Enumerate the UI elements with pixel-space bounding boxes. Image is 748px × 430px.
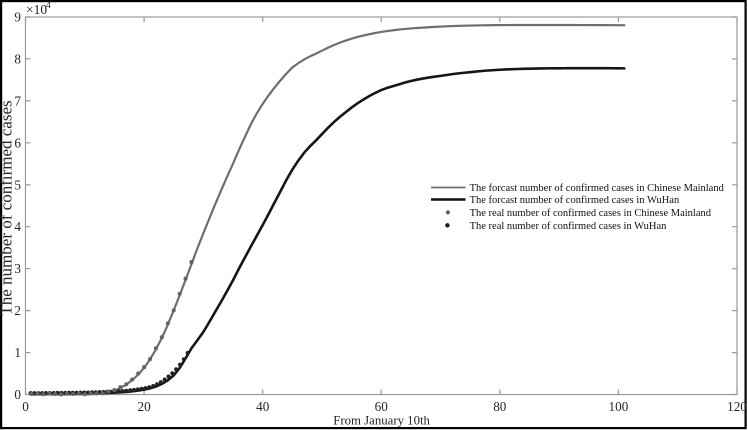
svg-text:The number of confirmed cases: The number of confirmed cases xyxy=(0,100,16,315)
svg-text:120: 120 xyxy=(727,399,747,414)
svg-text:4: 4 xyxy=(46,1,51,11)
svg-text:2: 2 xyxy=(14,303,21,318)
svg-text:The real number of confirmed c: The real number of confirmed cases in Ch… xyxy=(470,208,712,219)
svg-text:100: 100 xyxy=(609,399,629,414)
svg-text:The forcast number of confirme: The forcast number of confirmed cases in… xyxy=(470,183,725,194)
svg-text:×10: ×10 xyxy=(26,2,47,17)
svg-text:0: 0 xyxy=(14,387,21,402)
svg-text:60: 60 xyxy=(375,399,389,414)
svg-text:40: 40 xyxy=(256,399,270,414)
svg-text:6: 6 xyxy=(14,135,21,150)
svg-text:1: 1 xyxy=(14,345,21,360)
svg-text:0: 0 xyxy=(22,399,29,414)
svg-text:9: 9 xyxy=(14,10,21,25)
svg-text:80: 80 xyxy=(493,399,507,414)
svg-text:20: 20 xyxy=(138,399,152,414)
svg-text:The real number of confirmed c: The real number of confirmed cases in Wu… xyxy=(470,221,668,232)
svg-text:3: 3 xyxy=(14,261,21,276)
svg-text:The forcast number of confirme: The forcast number of confirmed cases in… xyxy=(470,195,680,206)
svg-text:7: 7 xyxy=(14,93,21,108)
svg-text:8: 8 xyxy=(14,51,21,66)
svg-text:From January 10th: From January 10th xyxy=(333,414,430,428)
svg-text:5: 5 xyxy=(14,177,21,192)
svg-text:4: 4 xyxy=(14,219,21,234)
